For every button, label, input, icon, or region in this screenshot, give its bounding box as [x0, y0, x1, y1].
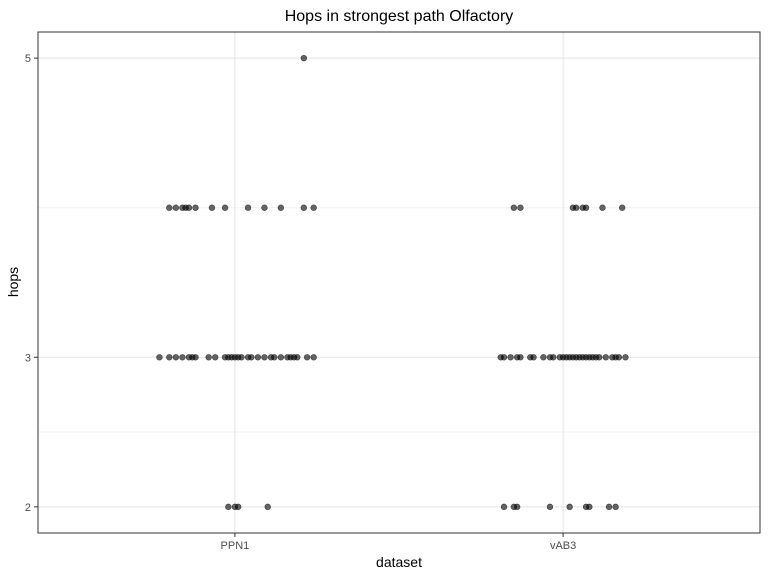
- data-point: [595, 354, 603, 361]
- data-point: [192, 204, 199, 211]
- y-tick-label: 5: [25, 53, 31, 65]
- data-point: [530, 354, 537, 361]
- y-tick-label: 3: [25, 352, 31, 364]
- data-point: [225, 503, 232, 511]
- data-point: [244, 204, 252, 211]
- data-point: [582, 204, 590, 211]
- data-point: [205, 354, 212, 361]
- data-point: [513, 503, 521, 511]
- data-point: [172, 354, 180, 361]
- data-point: [248, 354, 255, 361]
- data-point: [500, 503, 508, 511]
- data-point: [208, 204, 216, 211]
- x-axis: PPN1 vAB3: [221, 533, 576, 552]
- data-point: [622, 354, 629, 361]
- data-point: [573, 204, 580, 211]
- data-point: [615, 354, 623, 361]
- data-point: [300, 204, 308, 211]
- data-point: [310, 354, 317, 361]
- data-point: [500, 354, 508, 361]
- x-tick-label: PPN1: [221, 540, 250, 552]
- x-tick-label: vAB3: [550, 540, 576, 552]
- chart-title: Hops in strongest path Olfactory: [285, 8, 514, 25]
- plot-panel-border: [37, 31, 761, 534]
- data-point: [271, 354, 278, 361]
- data-point: [294, 354, 301, 361]
- data-point: [602, 354, 609, 361]
- data-point: [261, 354, 268, 361]
- data-point: [261, 204, 268, 211]
- data-point: [185, 204, 193, 211]
- data-point: [507, 354, 514, 361]
- x-axis-title: dataset: [376, 554, 422, 570]
- data-point: [277, 204, 285, 211]
- data-point: [599, 204, 606, 211]
- data-point: [303, 354, 311, 361]
- y-tick-label: 2: [25, 502, 31, 514]
- plot-panel-background: [38, 32, 760, 533]
- data-point: [540, 354, 547, 361]
- data-point: [221, 204, 229, 211]
- data-point: [510, 204, 518, 211]
- data-point: [517, 204, 524, 211]
- data-point: [300, 54, 308, 62]
- data-point: [517, 354, 524, 361]
- data-point: [277, 354, 285, 361]
- data-point: [605, 503, 613, 511]
- data-point: [156, 354, 163, 361]
- data-point: [546, 503, 554, 511]
- data-point: [166, 354, 173, 361]
- data-point: [192, 354, 199, 361]
- data-point: [172, 204, 180, 211]
- data-point: [238, 354, 245, 361]
- data-point: [212, 354, 219, 361]
- data-point: [586, 503, 593, 511]
- y-axis: 2 3 5: [25, 53, 38, 514]
- data-point: [254, 354, 262, 361]
- data-point: [550, 354, 557, 361]
- data-points: [156, 54, 629, 511]
- data-point: [566, 503, 573, 511]
- data-point: [179, 354, 186, 361]
- data-point: [618, 204, 626, 211]
- data-point: [234, 503, 242, 511]
- data-point: [166, 204, 173, 211]
- data-point: [264, 503, 271, 511]
- data-point: [612, 503, 619, 511]
- y-axis-title: hops: [5, 267, 21, 297]
- data-point: [310, 204, 317, 211]
- plot-panel: [38, 32, 760, 533]
